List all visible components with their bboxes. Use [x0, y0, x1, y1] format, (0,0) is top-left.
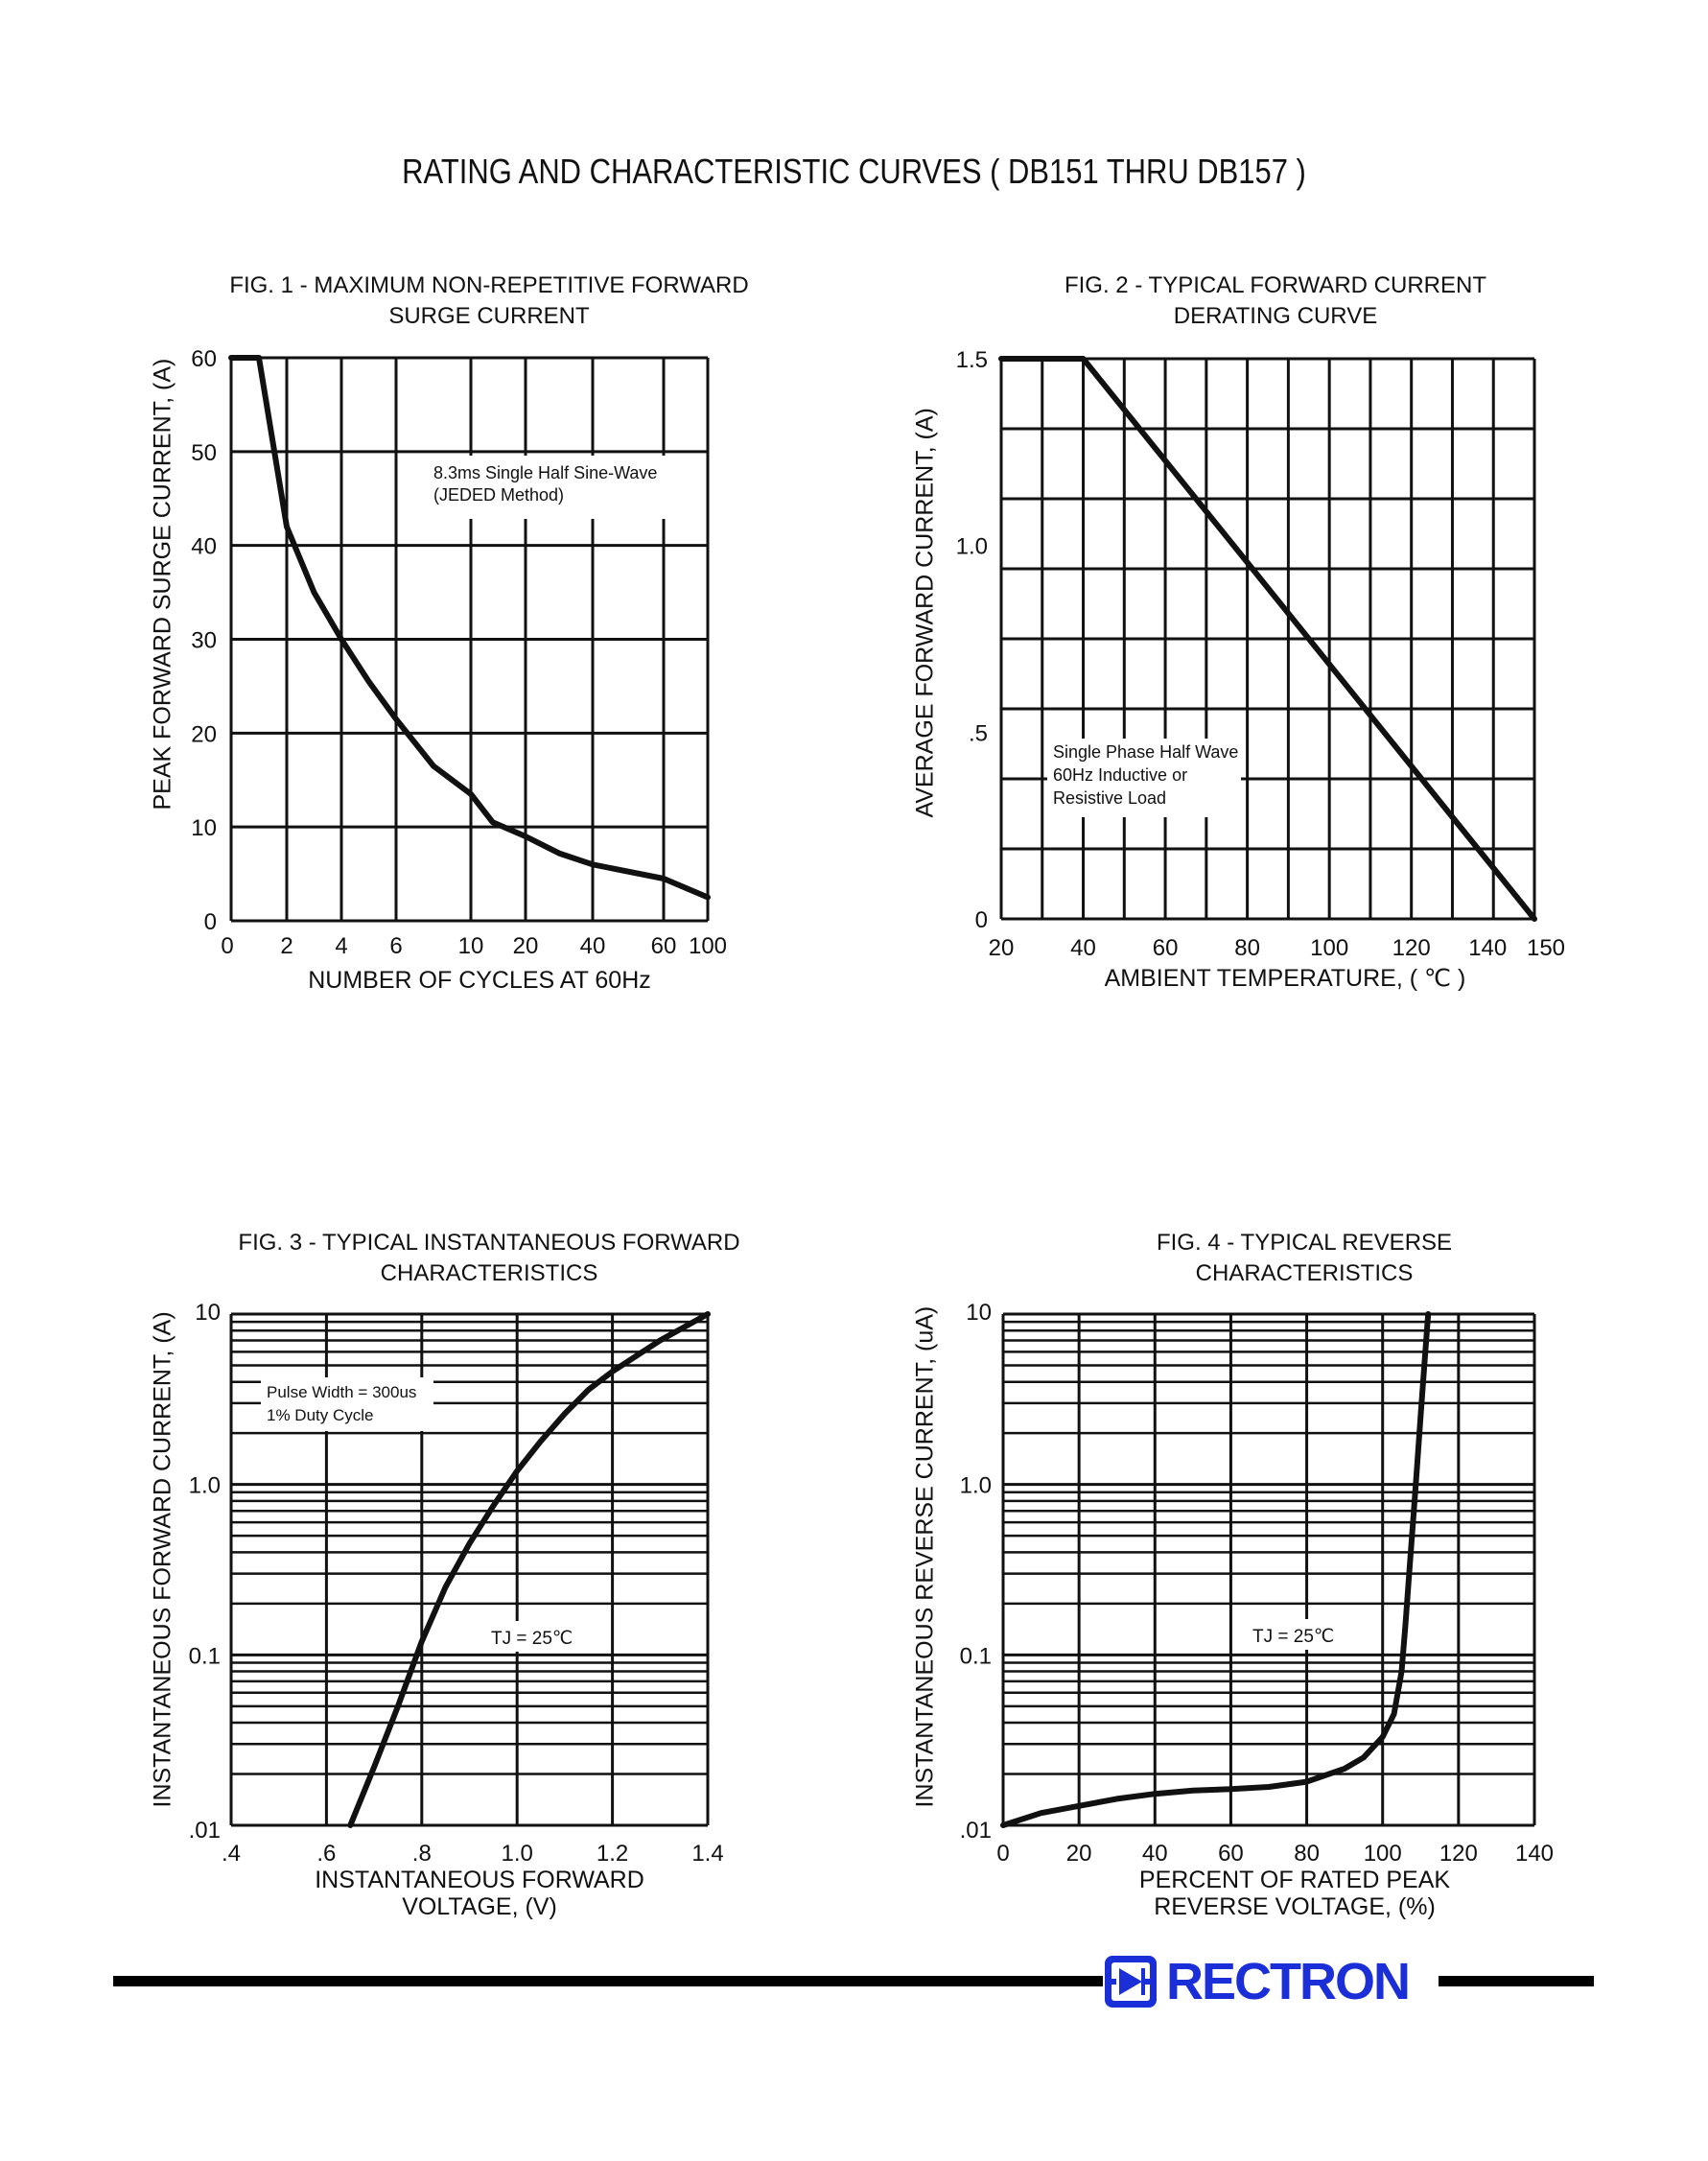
fig1-x-tick-label: 100	[689, 933, 727, 959]
footer-rule-right	[1439, 1976, 1594, 1986]
fig4-title: FIG. 4 - TYPICAL REVERSE CHARACTERISTICS	[988, 1228, 1621, 1289]
fig1-y-tick-label: 20	[191, 721, 217, 747]
fig1-x-tick-label: 0	[221, 933, 233, 959]
fig3-condition-bg	[487, 1621, 575, 1652]
page-title: RATING AND CHARACTERISTIC CURVES ( DB151…	[402, 152, 1306, 191]
fig3-title-line2: CHARACTERISTICS	[380, 1260, 598, 1286]
fig1-x-tick-label: 10	[458, 933, 484, 959]
fig2-title-line1: FIG. 2 - TYPICAL FORWARD CURRENT	[1064, 272, 1487, 298]
fig1-annotation-line: (JEDED Method)	[433, 485, 564, 505]
fig2-title: FIG. 2 - TYPICAL FORWARD CURRENT DERATIN…	[959, 270, 1592, 332]
fig3-title-line1: FIG. 3 - TYPICAL INSTANTANEOUS FORWARD	[238, 1230, 740, 1256]
fig2-x-tick-label: 120	[1392, 935, 1431, 961]
fig1-ylabel: PEAK FORWARD SURGE CURRENT, (A)	[149, 358, 176, 810]
fig4-xlabel: PERCENT OF RATED PEAK REVERSE VOLTAGE, (…	[1045, 1867, 1544, 1920]
fig4-x-tick-label: 20	[1066, 1841, 1092, 1867]
fig4-x-tick-label: 60	[1218, 1841, 1244, 1867]
fig4-y-tick-label: 10	[966, 1300, 992, 1326]
fig1-x-tick-label: 6	[389, 933, 402, 959]
fig1-y-tick-label: 0	[204, 909, 217, 935]
fig2-x-tick-label: 100	[1310, 935, 1348, 961]
fig2-x-tick-label: 80	[1234, 935, 1260, 961]
fig3-y-tick-label: .01	[189, 1818, 221, 1844]
fig3-annotation-bg	[261, 1377, 433, 1431]
fig1-x-tick-label: 40	[580, 933, 606, 959]
fig3-annotation-line: 1% Duty Cycle	[267, 1406, 373, 1424]
fig2-x-tick-label: 150	[1527, 935, 1565, 961]
fig3-x-tick-label: .4	[222, 1841, 241, 1867]
fig1-xlabel: NUMBER OF CYCLES AT 60Hz	[308, 967, 651, 994]
fig4-x-tick-label: 100	[1364, 1841, 1402, 1867]
fig1-title-line2: SURGE CURRENT	[388, 303, 590, 329]
fig2-x-tick-label: 40	[1070, 935, 1096, 961]
fig2-y-tick-label: 1.0	[956, 534, 988, 560]
brand-name: RECTRON	[1166, 1953, 1411, 2010]
fig2-y-tick-label: 1.5	[956, 347, 988, 373]
fig3-title: FIG. 3 - TYPICAL INSTANTANEOUS FORWARD C…	[173, 1228, 806, 1289]
fig1-title-line1: FIG. 1 - MAXIMUM NON-REPETITIVE FORWARD	[229, 272, 749, 298]
fig3-y-tick-label: 1.0	[189, 1473, 221, 1499]
fig4-condition-label: TJ = 25℃	[1252, 1627, 1334, 1647]
fig3-xlabel-line1: INSTANTANEOUS FORWARD	[315, 1867, 644, 1893]
fig4-y-tick-label: 0.1	[960, 1643, 992, 1669]
fig1-annotation-bg	[430, 456, 667, 519]
fig4-series-line	[1000, 1311, 1432, 1828]
fig4-x-tick-label: 120	[1439, 1841, 1478, 1867]
fig4-condition-bg	[1247, 1619, 1341, 1650]
fig1-annotation-line: 8.3ms Single Half Sine-Wave	[433, 463, 657, 482]
fig2-ylabel: AVERAGE FORWARD CURRENT, (A)	[911, 408, 939, 818]
fig2-x-tick-label: 60	[1153, 935, 1179, 961]
fig4-y-tick-label: 1.0	[960, 1473, 992, 1499]
fig1-y-tick-label: 50	[191, 440, 217, 466]
fig4-x-tick-label: 0	[996, 1841, 1009, 1867]
fig4-title-line2: CHARACTERISTICS	[1195, 1260, 1414, 1286]
fig2-x-tick-label: 20	[989, 935, 1015, 961]
fig2-title-line2: DERATING CURVE	[1173, 303, 1378, 329]
fig2-x-tick-label: 140	[1468, 935, 1507, 961]
fig2-annotation-line: Single Phase Half Wave	[1053, 742, 1238, 762]
fig1-x-tick-label: 20	[513, 933, 539, 959]
fig3-y-tick-label: 10	[195, 1300, 221, 1326]
fig3-x-tick-label: .8	[412, 1841, 432, 1867]
fig1-title: FIG. 1 - MAXIMUM NON-REPETITIVE FORWARD …	[173, 270, 806, 332]
fig3-x-tick-label: .6	[316, 1841, 336, 1867]
fig3-y-tick-label: 0.1	[189, 1643, 221, 1669]
fig2-xlabel: AMBIENT TEMPERATURE, ( ℃ )	[1104, 965, 1466, 992]
fig3-xlabel-line2: VOLTAGE, (V)	[402, 1893, 557, 1920]
fig1-x-tick-label: 60	[651, 933, 677, 959]
fig1-y-tick-label: 60	[191, 346, 217, 372]
fig1-series-line	[228, 355, 711, 901]
fig1-y-tick-label: 40	[191, 534, 217, 560]
fig4-xlabel-line1: PERCENT OF RATED PEAK	[1138, 1867, 1451, 1893]
fig3-x-tick-label: 1.2	[597, 1841, 628, 1867]
rectron-logo: RECTRON	[1103, 1953, 1411, 2010]
fig2-annotation-bg	[1047, 739, 1241, 817]
fig4-xlabel-line2: REVERSE VOLTAGE, (%)	[1154, 1893, 1436, 1920]
fig3-x-tick-label: 1.4	[691, 1841, 723, 1867]
fig1-y-tick-label: 30	[191, 628, 217, 654]
fig3-annotation-line: Pulse Width = 300us	[267, 1383, 416, 1401]
fig3-xlabel: INSTANTANEOUS FORWARD VOLTAGE, (V)	[230, 1867, 729, 1920]
fig3-condition-label: TJ = 25℃	[491, 1629, 573, 1649]
fig2-annotation-line: Resistive Load	[1053, 788, 1166, 808]
fig2-annotation-line: 60Hz Inductive or	[1053, 765, 1187, 785]
fig4-y-tick-label: .01	[960, 1818, 992, 1844]
footer-rule-left	[113, 1976, 1103, 1986]
fig1-y-tick-label: 10	[191, 815, 217, 841]
fig4-x-tick-label: 40	[1142, 1841, 1168, 1867]
fig3-ylabel: INSTANTANEOUS FORWARD CURRENT, (A)	[149, 1311, 176, 1808]
fig4-title-line1: FIG. 4 - TYPICAL REVERSE	[1156, 1230, 1453, 1256]
fig2-y-tick-label: 0	[975, 907, 988, 933]
fig4-x-tick-label: 140	[1515, 1841, 1554, 1867]
fig2-y-tick-label: .5	[969, 720, 988, 746]
fig3-series-line	[347, 1311, 711, 1828]
fig1-x-tick-label: 4	[335, 933, 347, 959]
fig4-ylabel: INSTANTANEOUS REVERSE CURRENT, (uA)	[911, 1305, 939, 1808]
fig4-x-tick-label: 80	[1294, 1841, 1320, 1867]
fig1-x-tick-label: 2	[280, 933, 292, 959]
fig2-series-line	[998, 356, 1537, 922]
fig3-x-tick-label: 1.0	[502, 1841, 533, 1867]
rectron-logo-icon	[1105, 1956, 1157, 2008]
